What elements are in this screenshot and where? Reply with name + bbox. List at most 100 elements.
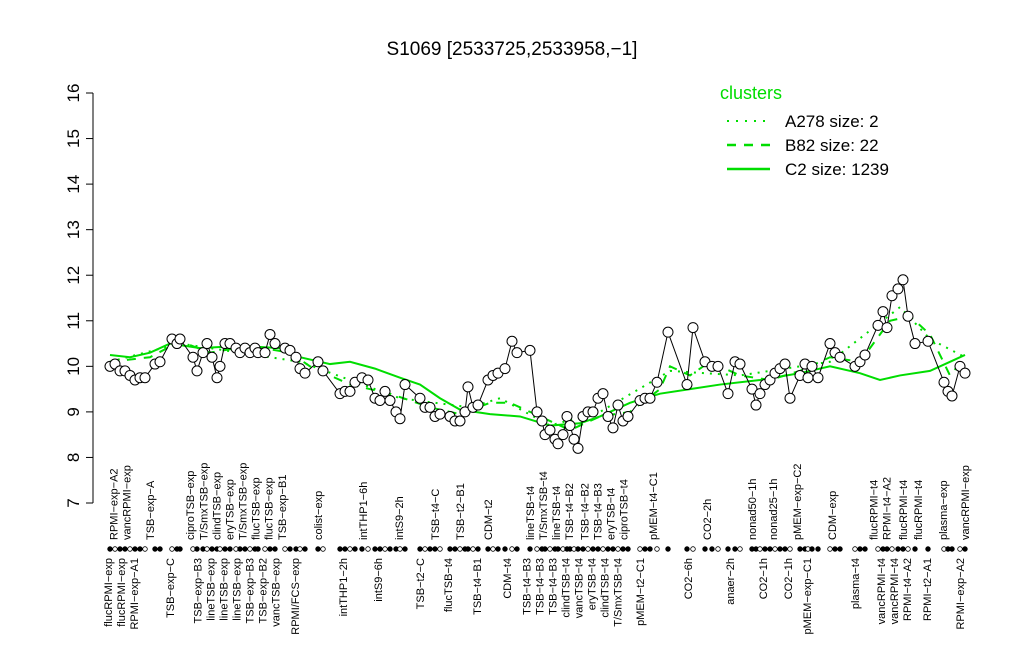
data-point [784, 392, 796, 404]
x-label-top: vancRPMI−exp [960, 465, 972, 540]
x-label-bottom: pMEM−t2−C1 [635, 558, 647, 626]
rug-mark [157, 546, 163, 552]
rug-mark [702, 546, 708, 552]
data-point [424, 401, 436, 413]
rug-mark [470, 546, 476, 552]
x-label-top: plasma−exp [938, 480, 950, 540]
x-label-top: TSB−t4−B2 [579, 483, 591, 540]
x-label-top: flucTSB−exp [251, 477, 263, 540]
x-label-bottom: pMEM−exp−C1 [802, 558, 814, 634]
data-point [872, 319, 884, 331]
data-point [834, 351, 846, 363]
rug-mark [272, 546, 278, 552]
rug-mark [490, 546, 496, 552]
rug-mark [227, 546, 233, 552]
x-label-bottom: vancRPMI−t4 [889, 558, 901, 624]
data-point [612, 399, 624, 411]
rug-mark [900, 546, 906, 552]
data-point [299, 367, 311, 379]
rug-mark [282, 546, 288, 552]
y-tick-label: 7 [64, 498, 83, 507]
data-point [201, 338, 213, 350]
y-tick-label: 14 [64, 175, 83, 194]
data-point [644, 392, 656, 404]
rug-mark [359, 546, 365, 552]
rug-mark [852, 546, 858, 552]
rug-mark [475, 546, 481, 552]
x-label-top: flucRPMI−t4 [913, 480, 925, 540]
data-point [394, 413, 406, 425]
rug-mark [605, 546, 611, 552]
data-point [722, 388, 734, 400]
data-point [712, 360, 724, 372]
x-label-bottom: lineTSB−exp [231, 558, 243, 621]
x-label-bottom: vancTSB−t4 [573, 558, 585, 618]
x-label-bottom: CDM−t4 [502, 558, 514, 599]
rug [107, 546, 968, 552]
legend-label-b82: B82 size: 22 [785, 136, 879, 155]
x-label-top: flucTSB−exp [264, 477, 276, 540]
x-label-top: TSB−exp−B1 [277, 475, 289, 540]
rug-mark [112, 546, 118, 552]
rug-mark [485, 546, 491, 552]
rug-mark [387, 546, 393, 552]
x-label-bottom: CO2−1h [758, 558, 770, 599]
data-point [602, 410, 614, 422]
data-point [187, 351, 199, 363]
rug-mark [509, 546, 515, 552]
rug-mark [107, 546, 113, 552]
rug-mark [884, 546, 890, 552]
rug-mark [447, 546, 453, 552]
x-label-top: clindTSB−exp [212, 472, 224, 540]
rug-mark [787, 546, 793, 552]
data-point [154, 356, 166, 368]
legend-title: clusters [720, 83, 782, 103]
data-point [561, 410, 573, 422]
x-label-bottom: eryTSB−t4 [586, 558, 598, 610]
rug-mark [217, 546, 223, 552]
x-label-bottom: RPMI−exp−A1 [129, 558, 141, 630]
data-point [290, 351, 302, 363]
x-label-bottom: flucTSB−t4 [443, 558, 455, 612]
data-point [651, 376, 663, 388]
data-point [572, 442, 584, 454]
rug-mark [625, 546, 631, 552]
data-point [214, 360, 226, 372]
rug-mark [320, 546, 326, 552]
x-label-bottom: TSB−t4−B3 [521, 558, 533, 615]
data-point [462, 381, 474, 393]
rug-mark [905, 546, 911, 552]
rug-mark [287, 546, 293, 552]
data-point [734, 358, 746, 370]
rug-mark [452, 546, 458, 552]
rug-mark [194, 546, 200, 552]
rug-mark [465, 546, 471, 552]
x-label-bottom: intTHP1−2h [338, 558, 350, 616]
rug-mark [595, 546, 601, 552]
rug-mark [177, 546, 183, 552]
data-point [859, 349, 871, 361]
x-label-top: lineTSB−t4 [551, 486, 563, 540]
data-point [597, 388, 609, 400]
rug-mark [262, 546, 268, 552]
y-tick-label: 13 [64, 220, 83, 239]
rug-mark [654, 546, 660, 552]
rug-mark [585, 546, 591, 552]
rug-mark [762, 546, 768, 552]
x-label-bottom: TSB−t4−B3 [534, 558, 546, 615]
rug-mark [527, 546, 533, 552]
x-label-top: flucRPMI−t4 [869, 480, 881, 540]
rug-mark [957, 546, 963, 552]
rug-mark [347, 546, 353, 552]
rug-mark [782, 546, 788, 552]
data-point [174, 333, 186, 345]
data-point [897, 274, 909, 286]
data-point [362, 374, 374, 386]
data-point [959, 367, 971, 379]
rug-mark [209, 546, 215, 552]
x-label-top: colist−exp [313, 491, 325, 540]
rug-mark [832, 546, 838, 552]
rug-mark [267, 546, 273, 552]
data-point [524, 344, 536, 356]
y-tick-label: 15 [64, 129, 83, 148]
